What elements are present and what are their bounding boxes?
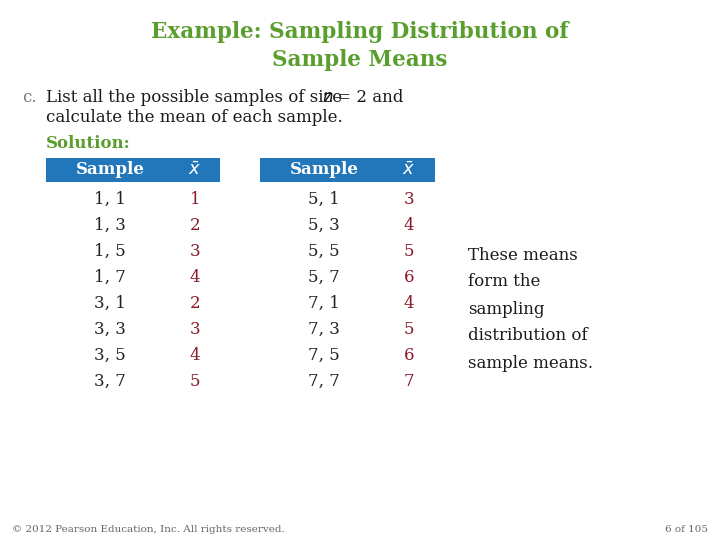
- Text: 6 of 105: 6 of 105: [665, 525, 708, 535]
- Text: 5, 7: 5, 7: [308, 268, 340, 286]
- Text: Sample: Sample: [76, 161, 145, 179]
- Text: 3, 3: 3, 3: [94, 321, 126, 338]
- Text: distribution of: distribution of: [468, 327, 588, 345]
- Text: calculate the mean of each sample.: calculate the mean of each sample.: [46, 110, 343, 126]
- Text: These means: These means: [468, 246, 577, 264]
- Text: 7, 7: 7, 7: [308, 373, 340, 389]
- Text: 2: 2: [189, 294, 200, 312]
- Text: 5: 5: [404, 242, 414, 260]
- Text: 5, 5: 5, 5: [308, 242, 340, 260]
- Text: 6: 6: [404, 268, 414, 286]
- Text: 7, 5: 7, 5: [308, 347, 340, 363]
- Text: 3, 5: 3, 5: [94, 347, 126, 363]
- Text: 6: 6: [404, 347, 414, 363]
- Text: 7, 1: 7, 1: [308, 294, 340, 312]
- Text: Solution:: Solution:: [46, 136, 131, 152]
- Text: $\bar{x}$: $\bar{x}$: [189, 161, 202, 179]
- Text: 1, 7: 1, 7: [94, 268, 126, 286]
- Text: = 2 and: = 2 and: [332, 89, 403, 105]
- Text: 3, 1: 3, 1: [94, 294, 126, 312]
- Text: sampling: sampling: [468, 300, 544, 318]
- Text: 4: 4: [189, 347, 200, 363]
- Text: Sample: Sample: [289, 161, 359, 179]
- Text: © 2012 Pearson Education, Inc. All rights reserved.: © 2012 Pearson Education, Inc. All right…: [12, 525, 284, 535]
- Text: 5, 3: 5, 3: [308, 217, 340, 233]
- Bar: [260, 158, 435, 182]
- Text: 1, 3: 1, 3: [94, 217, 126, 233]
- Text: 4: 4: [189, 268, 200, 286]
- Text: 1, 1: 1, 1: [94, 191, 126, 207]
- Text: 7, 3: 7, 3: [308, 321, 340, 338]
- Bar: [46, 158, 220, 182]
- Text: Example: Sampling Distribution of: Example: Sampling Distribution of: [151, 21, 569, 43]
- Text: 1: 1: [189, 191, 200, 207]
- Text: Sample Means: Sample Means: [272, 49, 448, 71]
- Text: $\bar{x}$: $\bar{x}$: [402, 161, 415, 179]
- Text: $n$: $n$: [322, 88, 333, 106]
- Text: form the: form the: [468, 273, 541, 291]
- Text: sample means.: sample means.: [468, 354, 593, 372]
- Text: 7: 7: [404, 373, 414, 389]
- Text: 3: 3: [404, 191, 414, 207]
- Text: 4: 4: [404, 217, 414, 233]
- Text: 4: 4: [404, 294, 414, 312]
- Text: c.: c.: [22, 89, 37, 105]
- Text: List all the possible samples of size: List all the possible samples of size: [46, 89, 347, 105]
- Text: 1, 5: 1, 5: [94, 242, 126, 260]
- Text: 2: 2: [189, 217, 200, 233]
- Text: 5: 5: [404, 321, 414, 338]
- Text: 3: 3: [189, 321, 200, 338]
- Text: 5, 1: 5, 1: [308, 191, 340, 207]
- Text: 3: 3: [189, 242, 200, 260]
- Text: 5: 5: [190, 373, 200, 389]
- Text: 3, 7: 3, 7: [94, 373, 126, 389]
